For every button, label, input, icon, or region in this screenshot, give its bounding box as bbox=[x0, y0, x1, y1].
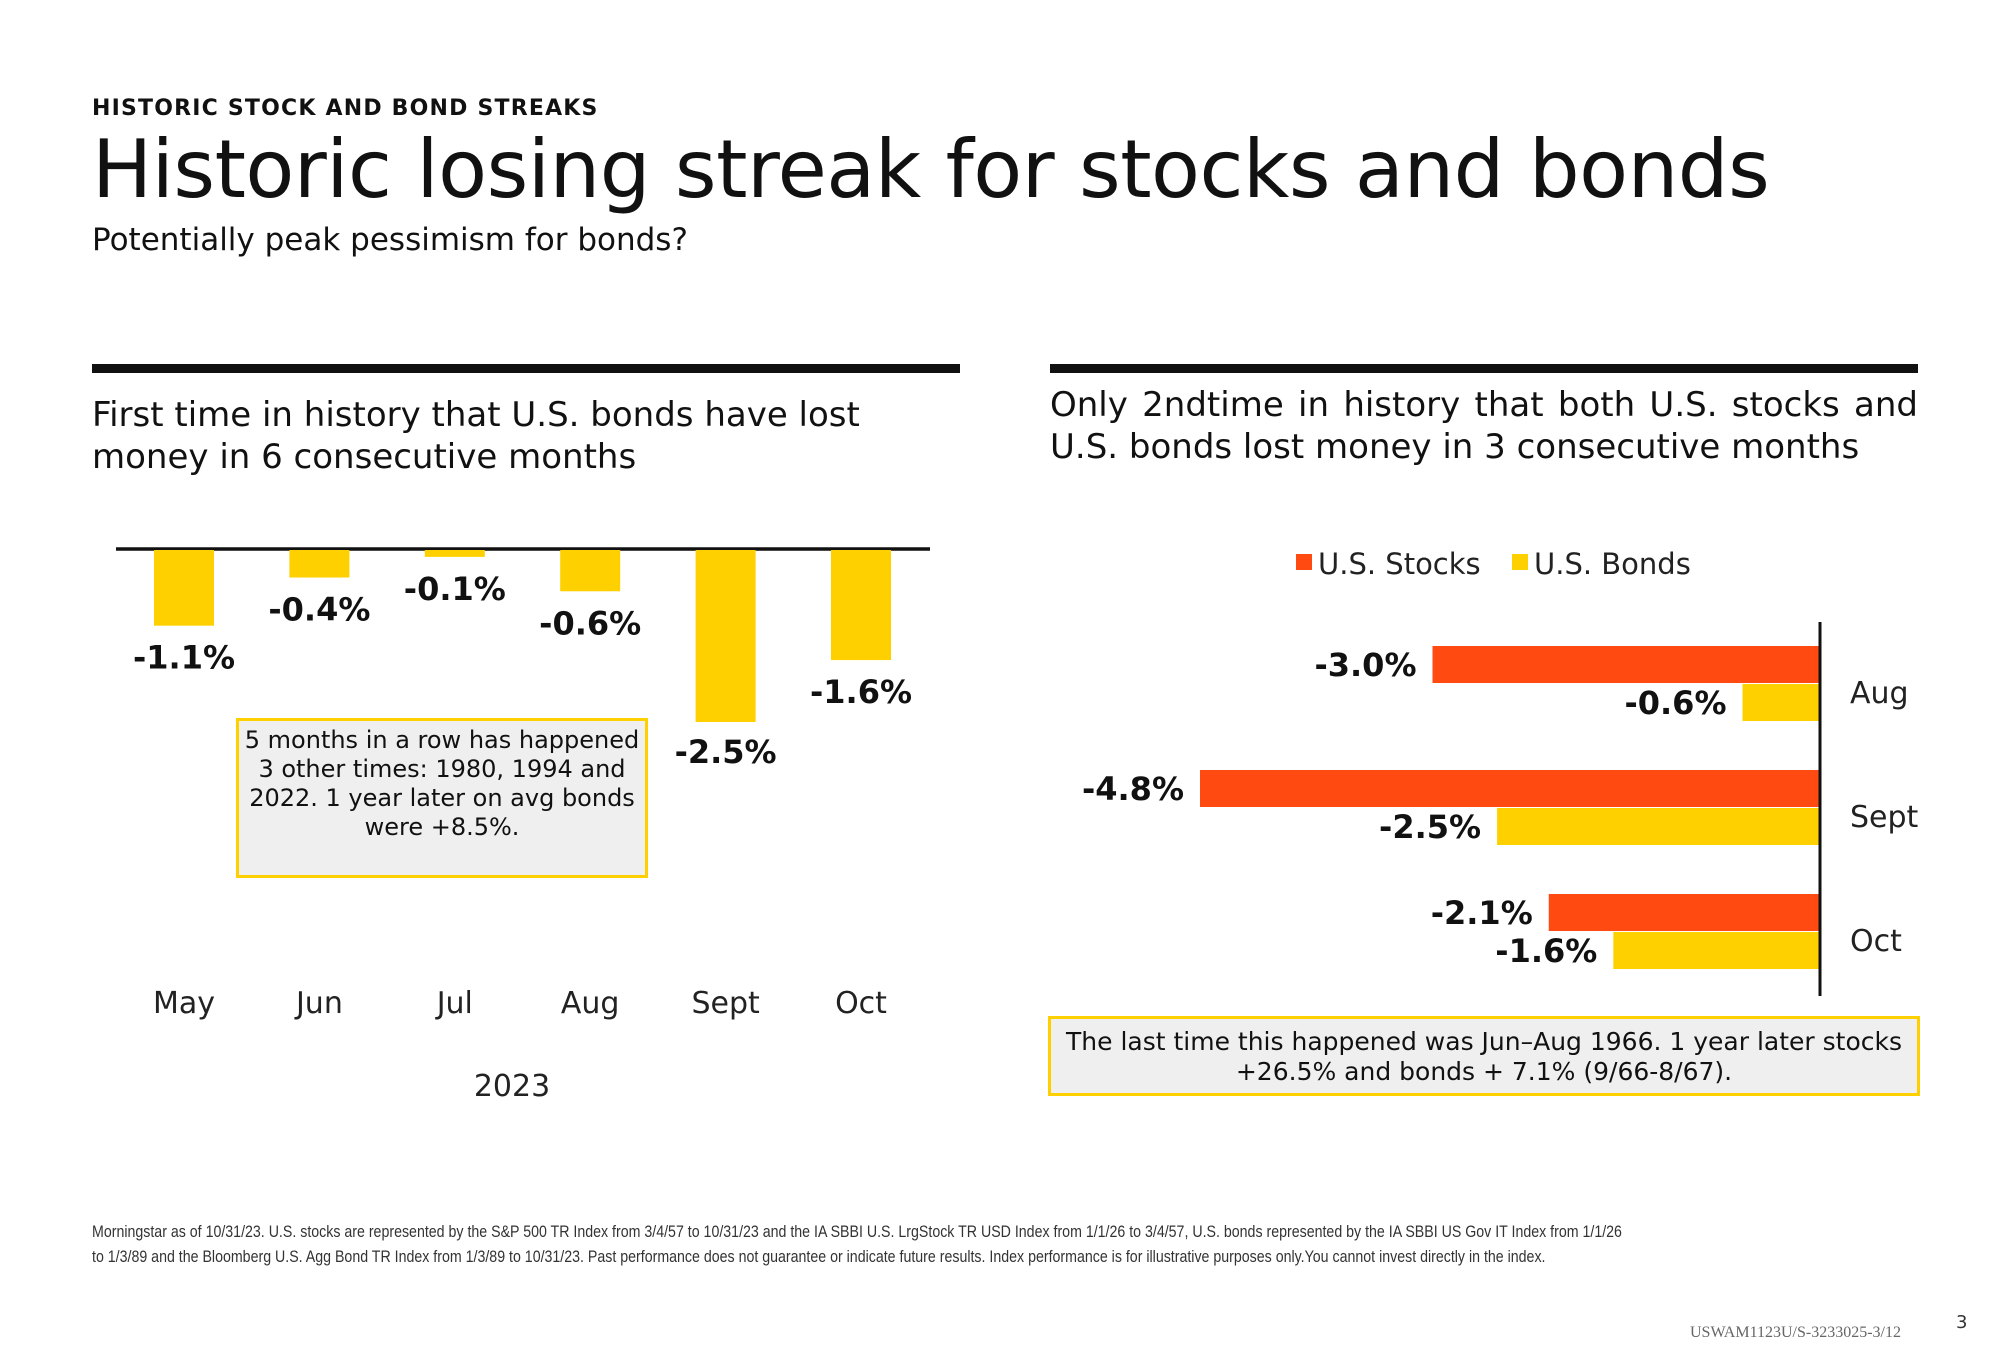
data-label: -0.1% bbox=[404, 570, 506, 608]
data-label: -3.0% bbox=[1314, 646, 1416, 684]
y-tick-label: Sept bbox=[1850, 800, 1919, 835]
left-panel-heading: First time in history that U.S. bonds ha… bbox=[92, 395, 860, 477]
bar-aug bbox=[560, 550, 621, 592]
bar-stocks-sept bbox=[1200, 770, 1820, 807]
y-tick-label: Oct bbox=[1850, 924, 1902, 959]
footnote: Morningstar as of 10/31/23. U.S. stocks … bbox=[92, 1223, 1622, 1266]
x-tick-label: May bbox=[153, 986, 215, 1021]
x-tick-label: Jul bbox=[435, 986, 473, 1021]
bar-bonds-sept bbox=[1497, 808, 1820, 845]
stocks-bonds-returns-chart: -3.0% -0.6% Aug -4.8% -2.5% Sept -2.1%-1.6% Oct… bbox=[1082, 547, 1919, 996]
bond-monthly-returns-chart: -1.1% May -0.4% Jun -0.1% Jul -0.6% Aug -2.5% Sep… bbox=[116, 547, 930, 1104]
y-tick-label: Aug bbox=[1850, 676, 1909, 711]
bar-sept bbox=[695, 550, 756, 722]
data-label: -2.5% bbox=[1379, 808, 1481, 846]
eyebrow-label: HISTORIC STOCK AND BOND STREAKS bbox=[92, 96, 599, 121]
data-label: -1.6% bbox=[810, 673, 912, 711]
legend-swatch-bonds bbox=[1512, 554, 1528, 570]
x-tick-label: Sept bbox=[691, 986, 760, 1021]
page-number: 3 bbox=[1956, 1312, 1968, 1333]
left-panel-rule bbox=[92, 364, 960, 373]
x-tick-label: Aug bbox=[561, 986, 620, 1021]
bar-jun bbox=[289, 550, 350, 578]
data-label: -2.5% bbox=[675, 733, 777, 771]
page-subtitle: Potentially peak pessimism for bonds? bbox=[92, 222, 688, 258]
bar-stocks-aug bbox=[1432, 646, 1820, 683]
document-id: USWAM1123U/S-3233025-3/12 bbox=[1690, 1324, 1901, 1341]
right-panel-rule bbox=[1050, 364, 1918, 373]
x-tick-label: Oct bbox=[835, 986, 887, 1021]
bar-stocks-oct bbox=[1548, 894, 1820, 931]
right-callout-box: The last time this happened was Jun–Aug … bbox=[1048, 1016, 1920, 1096]
data-label: -0.4% bbox=[268, 591, 370, 629]
data-label: -1.6% bbox=[1495, 932, 1597, 970]
legend-swatch-stocks bbox=[1296, 554, 1312, 570]
bar-jul bbox=[424, 550, 485, 557]
left-callout-box: 5 months in a row has happened 3 other t… bbox=[236, 718, 648, 878]
bar-oct bbox=[831, 550, 891, 661]
x-tick-label: Jun bbox=[294, 986, 343, 1021]
legend-label-stocks: U.S. Stocks bbox=[1318, 547, 1481, 581]
data-label: -2.1% bbox=[1431, 894, 1533, 932]
legend-label-bonds: U.S. Bonds bbox=[1534, 547, 1691, 581]
data-label: -0.6% bbox=[539, 604, 641, 642]
right-panel-heading: Only 2ndtime in history that both U.S. s… bbox=[1050, 385, 1918, 467]
data-label: -4.8% bbox=[1082, 770, 1184, 808]
bar-bonds-oct bbox=[1613, 932, 1820, 969]
page-title: Historic losing streak for stocks and bo… bbox=[92, 123, 1770, 216]
bar-may bbox=[154, 550, 214, 626]
x-axis-title: 2023 bbox=[474, 1069, 550, 1104]
bar-bonds-aug bbox=[1742, 684, 1820, 721]
data-label: -1.1% bbox=[133, 639, 235, 677]
data-label: -0.6% bbox=[1624, 684, 1726, 722]
